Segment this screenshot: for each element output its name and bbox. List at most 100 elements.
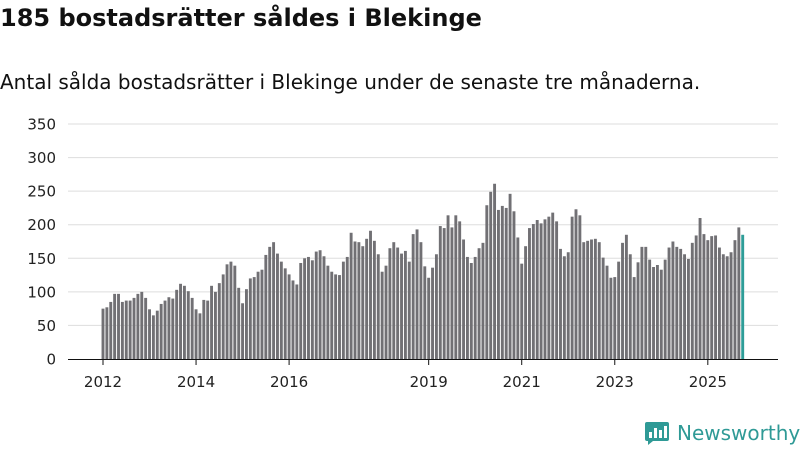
- bar: [671, 241, 675, 359]
- bar: [586, 240, 590, 359]
- bar: [590, 239, 593, 359]
- bar: [528, 228, 531, 359]
- bar: [372, 240, 376, 359]
- bar: [497, 209, 500, 359]
- bar: [233, 265, 237, 359]
- bar: [535, 220, 539, 359]
- x-tick-label: 2014: [177, 373, 215, 391]
- bar: [334, 274, 338, 359]
- y-tick-label: 200: [27, 216, 56, 234]
- bar: [101, 308, 105, 359]
- bar: [128, 300, 132, 359]
- bar: [225, 264, 229, 359]
- y-tick-label: 300: [27, 149, 56, 167]
- bar: [357, 242, 361, 359]
- bar: [462, 239, 466, 359]
- bar: [376, 254, 380, 359]
- bar: [683, 254, 686, 359]
- bar: [229, 261, 233, 359]
- bar: [566, 252, 570, 359]
- bar: [531, 224, 535, 359]
- bar: [485, 205, 489, 359]
- bar: [582, 242, 586, 359]
- bar: [295, 284, 299, 359]
- bar: [547, 216, 551, 359]
- bar: [438, 226, 442, 359]
- bar: [190, 297, 194, 359]
- bar: [256, 271, 260, 359]
- bar: [213, 291, 217, 359]
- bar: [450, 227, 454, 359]
- bar: [330, 271, 334, 359]
- x-tick-label: 2012: [84, 373, 122, 391]
- bar: [717, 247, 721, 359]
- bar: [260, 269, 264, 359]
- bar: [644, 246, 648, 359]
- chart-bubble-icon: [645, 422, 669, 445]
- bar: [396, 247, 400, 359]
- bar: [446, 215, 450, 359]
- bar: [508, 193, 512, 359]
- bar: [621, 242, 624, 359]
- bar: [516, 237, 520, 359]
- bar: [504, 207, 508, 359]
- x-tick-label: 2025: [689, 373, 727, 391]
- bar: [559, 248, 562, 359]
- bar: [384, 265, 388, 359]
- bar: [151, 315, 155, 359]
- bar: [570, 216, 574, 359]
- bar: [310, 260, 314, 359]
- bar: [659, 269, 663, 359]
- bar: [245, 289, 248, 359]
- bar: [617, 261, 621, 359]
- bar: [423, 266, 427, 359]
- bar: [198, 313, 202, 359]
- bar: [481, 242, 485, 359]
- bar: [279, 261, 283, 359]
- bar: [400, 253, 403, 359]
- bar: [136, 293, 140, 359]
- bar: [144, 297, 148, 359]
- bar: [655, 265, 659, 359]
- bar: [489, 191, 493, 359]
- bar: [458, 221, 462, 359]
- bar: [411, 234, 415, 359]
- bar: [361, 246, 365, 359]
- bar: [473, 256, 477, 359]
- bar: [326, 265, 330, 359]
- bar: [341, 261, 345, 359]
- bar: [299, 262, 303, 359]
- chart-title: 185 bostadsrätter såldes i Blekinge: [0, 4, 482, 32]
- bar: [268, 246, 272, 359]
- bar: [477, 248, 481, 359]
- bar: [640, 246, 644, 359]
- bar: [524, 246, 528, 359]
- bar: [551, 212, 555, 359]
- bar: [609, 277, 613, 359]
- bar: [241, 303, 245, 359]
- bar: [322, 256, 326, 359]
- bar: [369, 230, 372, 359]
- x-tick-label: 2021: [503, 373, 541, 391]
- bar: [113, 293, 117, 359]
- bar: [291, 280, 295, 359]
- bar: [667, 247, 671, 359]
- bar: [186, 291, 190, 359]
- bar: [539, 223, 543, 359]
- bar: [469, 262, 473, 359]
- bar: [221, 274, 225, 359]
- bar: [733, 240, 737, 359]
- bar: [148, 309, 151, 359]
- chart-subtitle: Antal sålda bostadsrätter i Blekinge und…: [0, 70, 701, 94]
- bar: [624, 234, 628, 359]
- bar: [714, 235, 718, 359]
- x-tick-label: 2019: [410, 373, 448, 391]
- bar: [380, 271, 384, 359]
- bar: [574, 209, 578, 359]
- bar: [562, 256, 566, 359]
- bar: [182, 285, 186, 359]
- y-tick-label: 150: [27, 250, 56, 268]
- bar: [276, 253, 279, 359]
- bar: [140, 291, 144, 359]
